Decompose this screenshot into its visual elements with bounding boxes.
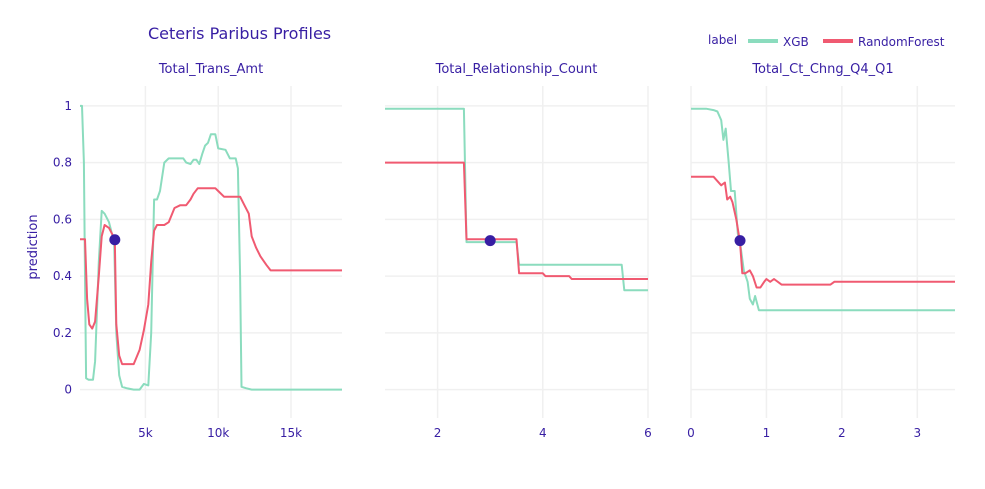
x-tick-label: 0 [687, 426, 695, 440]
panel-total-ct-chng-q4-q1: Total_Ct_Chng_Q4_Q1 0 1 2 3 [687, 62, 955, 440]
y-axis-label: prediction [26, 214, 41, 279]
observation-point [734, 235, 746, 247]
legend-title: label [708, 33, 737, 47]
y-tick-label: 0.4 [53, 269, 72, 283]
y-tick-label: 0.8 [53, 156, 72, 170]
legend-label: RandomForest [858, 35, 945, 49]
legend-item-randomforest[interactable]: RandomForest [823, 35, 945, 49]
observation-point [109, 234, 121, 246]
series-line-xgb [80, 104, 342, 391]
x-tick-label: 15k [280, 426, 302, 440]
series-line-xgb [385, 107, 648, 292]
y-tick-label: 0 [64, 383, 72, 397]
panel-title: Total_Relationship_Count [435, 62, 598, 77]
x-tick-label: 4 [539, 426, 547, 440]
series-line-randomforest [691, 175, 955, 289]
x-tick-label: 6 [644, 426, 652, 440]
series-line-xgb [691, 107, 955, 312]
legend[interactable]: label XGB RandomForest [708, 33, 945, 49]
series-line-randomforest [80, 187, 342, 366]
y-tick-label: 0.2 [53, 326, 72, 340]
panel-total-trans-amt: Total_Trans_Amt 5k 10k 15k 0 0.2 0.4 0.6 0.8 1 [53, 62, 342, 440]
panel-title: Total_Trans_Amt [158, 62, 263, 77]
y-tick-label: 0.6 [53, 212, 72, 226]
x-tick-label: 10k [207, 426, 229, 440]
panel-title: Total_Ct_Chng_Q4_Q1 [751, 62, 893, 77]
x-tick-label: 3 [913, 426, 921, 440]
legend-item-xgb[interactable]: XGB [748, 35, 809, 49]
observation-point [484, 235, 496, 247]
chart-title: Ceteris Paribus Profiles [148, 24, 331, 43]
x-tick-label: 2 [434, 426, 442, 440]
legend-label: XGB [783, 35, 809, 49]
x-tick-label: 2 [838, 426, 846, 440]
panel-total-relationship-count: Total_Relationship_Count 2 4 6 [385, 62, 652, 440]
x-tick-label: 5k [138, 426, 153, 440]
y-tick-label: 1 [64, 99, 72, 113]
x-tick-label: 1 [763, 426, 771, 440]
series-line-randomforest [385, 161, 648, 280]
